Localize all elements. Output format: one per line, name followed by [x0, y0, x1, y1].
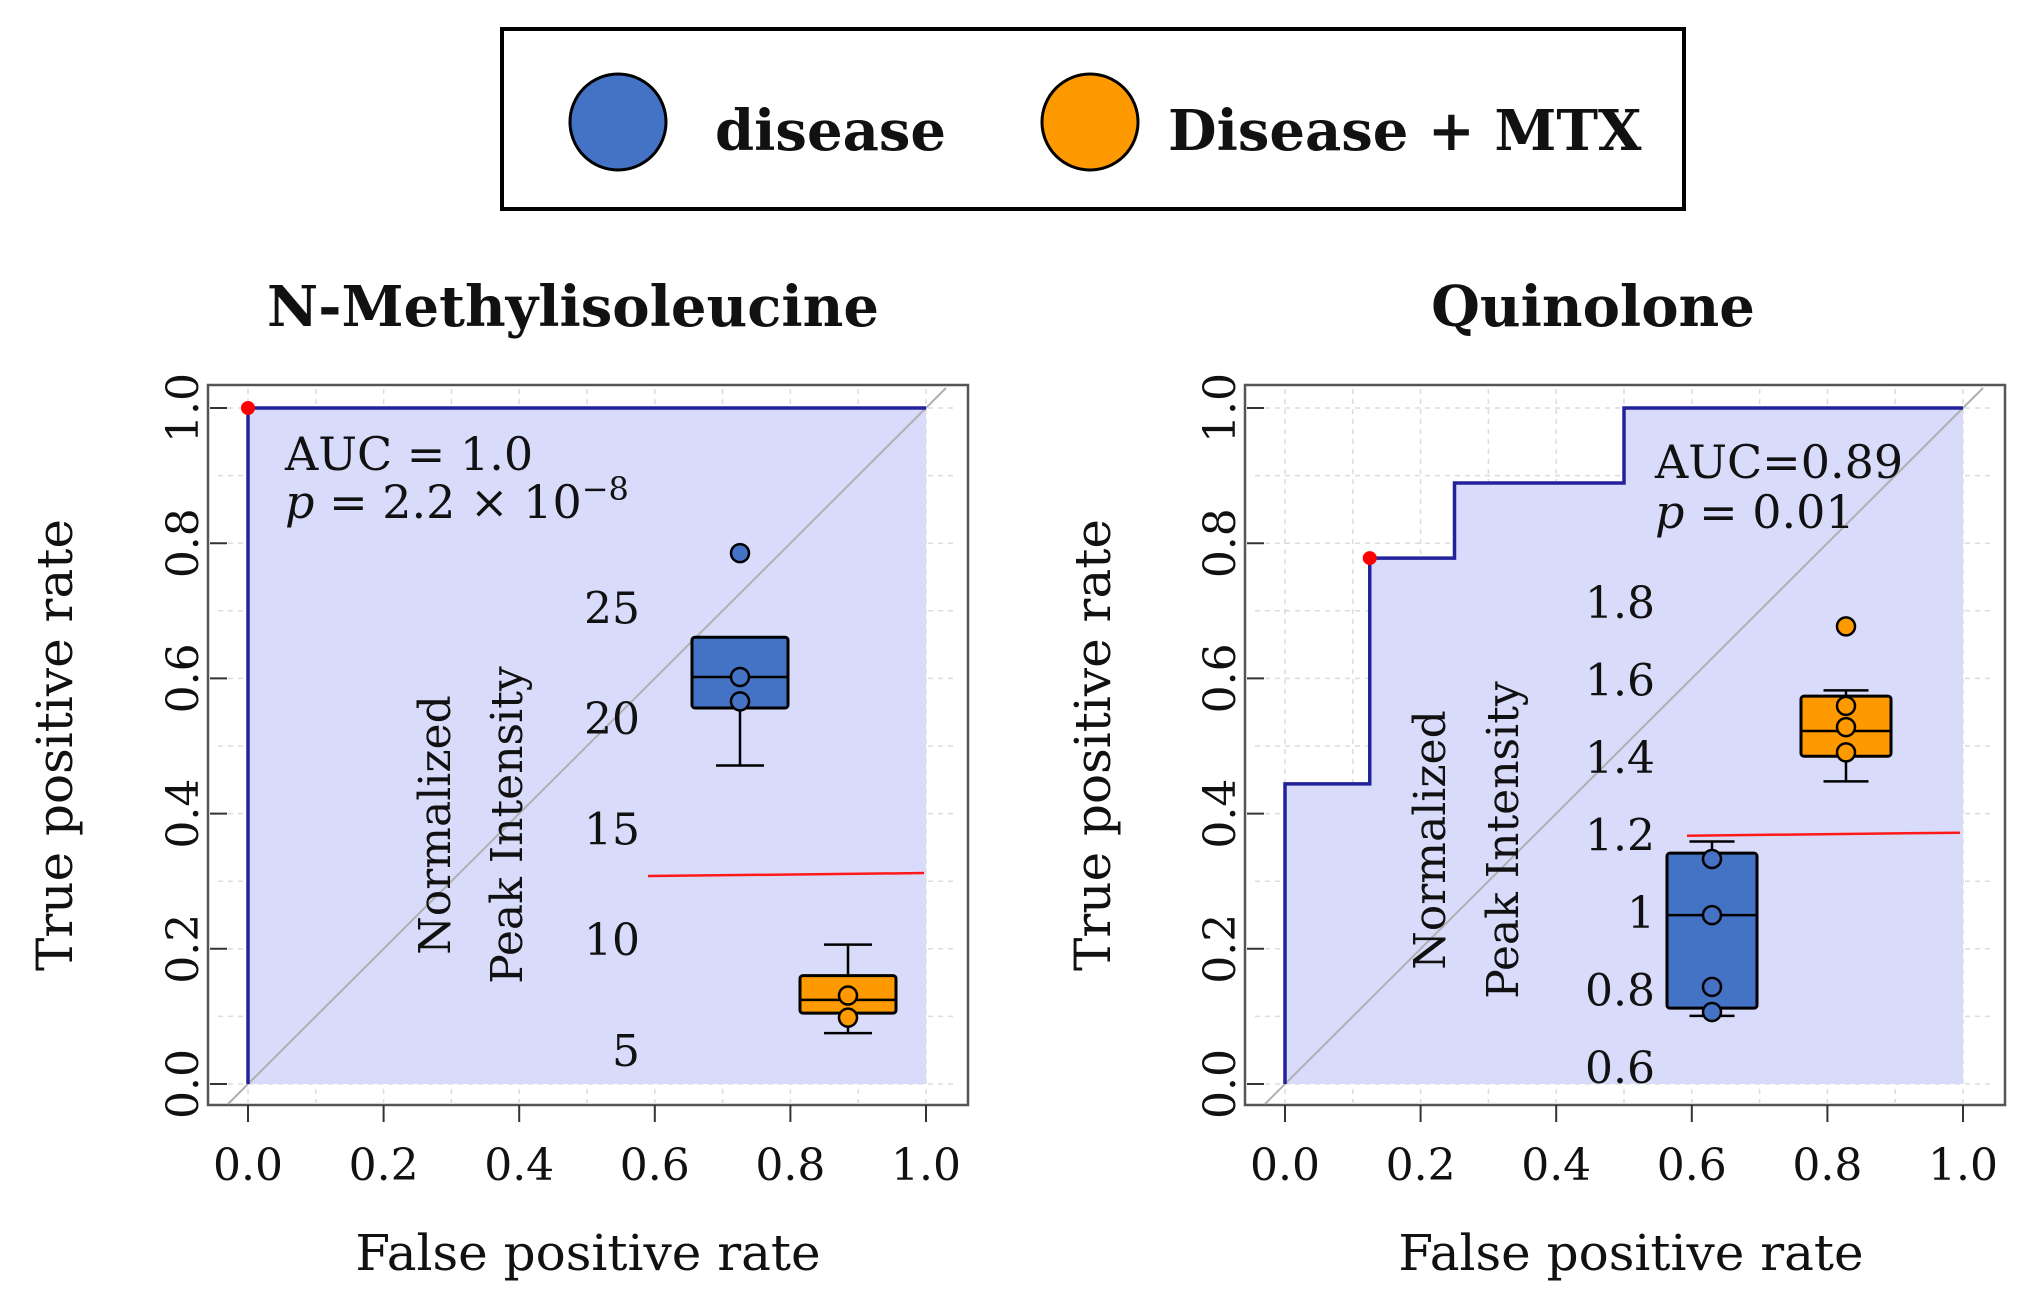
x-tick-labels: 0.0 0.2 0.4 0.6 0.8 1.0	[1250, 1105, 1998, 1191]
roc-chart-n-methylisoleucine: N-Methylisoleucine 0.0 0.2 0.4 0.6 0.8 1.0 0.…	[26, 274, 970, 1282]
auc-annotation: AUC = 1.0	[284, 427, 533, 481]
p-value: = 0.01	[1684, 485, 1854, 539]
y-tick-label: 0.4	[1195, 779, 1246, 849]
data-point	[1701, 848, 1723, 870]
p-value-annotation: p = 2.2 × 10−8	[285, 470, 629, 529]
x-axis-label: False positive rate	[1398, 1224, 1863, 1282]
inset-y-tick-label: 1.6	[1585, 656, 1655, 707]
y-tick-label: 1.0	[158, 373, 209, 443]
data-point	[729, 666, 751, 688]
x-tick-label: 0.2	[349, 1140, 419, 1191]
data-point	[1835, 716, 1857, 738]
inset-y-label-line2: Peak Intensity	[1478, 681, 1529, 999]
y-tick-label: 0.2	[158, 914, 209, 984]
y-tick-label: 1.0	[1195, 373, 1246, 443]
legend-swatch-disease	[568, 72, 668, 172]
x-tick-label: 0.4	[484, 1140, 554, 1191]
data-point	[729, 542, 751, 564]
inset-y-label-line1: Normalized	[1405, 710, 1456, 970]
inset-y-tick-label: 25	[584, 583, 640, 634]
y-tick-labels: 0.0 0.2 0.4 0.6 0.8 1.0	[158, 373, 227, 1119]
boxplot-disease	[690, 542, 790, 767]
legend: disease Disease + MTX	[500, 27, 1686, 211]
y-tick-label: 0.0	[158, 1049, 209, 1119]
x-tick-label: 0.8	[755, 1140, 825, 1191]
data-point	[1701, 976, 1723, 998]
x-axis-label: False positive rate	[355, 1224, 820, 1282]
x-tick-label: 0.8	[1792, 1140, 1862, 1191]
threshold-line	[647, 871, 925, 878]
chart-title: N-Methylisoleucine	[267, 274, 879, 340]
x-tick-label: 0.0	[1250, 1140, 1320, 1191]
y-tick-label: 0.4	[158, 779, 209, 849]
inset-y-label-line1: Normalized	[410, 695, 461, 955]
y-axis-label: True positive rate	[1064, 519, 1122, 971]
inset-y-tick-label: 20	[584, 694, 640, 745]
y-tick-label: 0.6	[158, 643, 209, 713]
boxplot-inset: Normalized Peak Intensity 0.6 0.8 1 1.2 1.4 1…	[1405, 578, 1961, 1094]
boxplot-inset: Normalized Peak Intensity 5 10 15 20 25	[410, 542, 925, 1077]
data-point	[729, 691, 751, 712]
boxplot-disease-mtx	[798, 943, 898, 1035]
roc-curve	[1283, 406, 1963, 1084]
inset-y-tick-label: 15	[584, 805, 640, 856]
p-symbol: p	[285, 475, 314, 529]
legend-label-disease: disease	[715, 98, 946, 164]
y-tick-labels: 0.0 0.2 0.4 0.6 0.8 1.0	[1195, 373, 1264, 1119]
legend-swatch-disease-mtx	[1040, 72, 1140, 172]
x-tick-labels: 0.0 0.2 0.4 0.6 0.8 1.0	[213, 1105, 961, 1191]
x-tick-label: 0.6	[620, 1140, 690, 1191]
y-tick-label: 0.0	[1195, 1049, 1246, 1119]
x-tick-label: 0.2	[1386, 1140, 1456, 1191]
data-point	[1835, 695, 1857, 717]
roc-chart-quinolone: Quinolone 0.0 0.2 0.4 0.6 0.8 1.0 0.00.20.40.…	[1064, 274, 2007, 1282]
inset-y-tick-label: 0.6	[1585, 1043, 1655, 1094]
x-tick-label: 1.0	[1928, 1140, 1998, 1191]
legend-label-disease-mtx: Disease + MTX	[1168, 98, 1642, 164]
data-point	[1835, 616, 1857, 637]
inset-y-tick-label: 5	[612, 1026, 640, 1077]
data-point	[837, 985, 859, 1006]
p-value-annotation: p = 0.01	[1655, 485, 1855, 539]
inset-y-tick-label: 0.8	[1585, 966, 1655, 1017]
p-exponent: −8	[582, 470, 629, 508]
y-tick-label: 0.8	[158, 508, 209, 578]
y-tick-label: 0.8	[1195, 508, 1246, 578]
data-point	[1701, 904, 1723, 926]
y-axis-label: True positive rate	[26, 519, 84, 971]
diagonal-reference-line	[1264, 387, 1984, 1105]
p-symbol: p	[1655, 485, 1684, 539]
optimal-point	[241, 401, 255, 415]
inset-y-tick-label: 1.8	[1585, 578, 1655, 629]
x-tick-label: 0.4	[1521, 1140, 1591, 1191]
data-point	[1701, 1001, 1723, 1023]
y-tick-label: 0.2	[1195, 914, 1246, 984]
inset-y-tick-label: 1.4	[1585, 733, 1655, 784]
x-tick-label: 0.0	[213, 1140, 283, 1191]
threshold-line	[1686, 831, 1961, 837]
inset-y-tick-label: 10	[584, 915, 640, 966]
p-value: = 2.2 × 10	[314, 475, 581, 529]
x-tick-label: 1.0	[891, 1140, 961, 1191]
boxplot-disease-mtx	[1799, 616, 1893, 783]
inset-y-label-line2: Peak Intensity	[482, 666, 533, 984]
data-point	[1835, 742, 1857, 763]
optimal-point	[1362, 551, 1377, 566]
auc-annotation: AUC=0.89	[1654, 435, 1903, 489]
inset-y-tick-label: 1.2	[1585, 811, 1655, 862]
chart-title: Quinolone	[1431, 274, 1755, 340]
boxplot-disease	[1665, 840, 1759, 1023]
inset-y-tick-label: 1	[1627, 888, 1655, 939]
diagonal-reference-line	[227, 387, 947, 1105]
x-tick-label: 0.6	[1657, 1140, 1727, 1191]
y-tick-label: 0.6	[1195, 643, 1246, 713]
data-point	[837, 1007, 859, 1028]
